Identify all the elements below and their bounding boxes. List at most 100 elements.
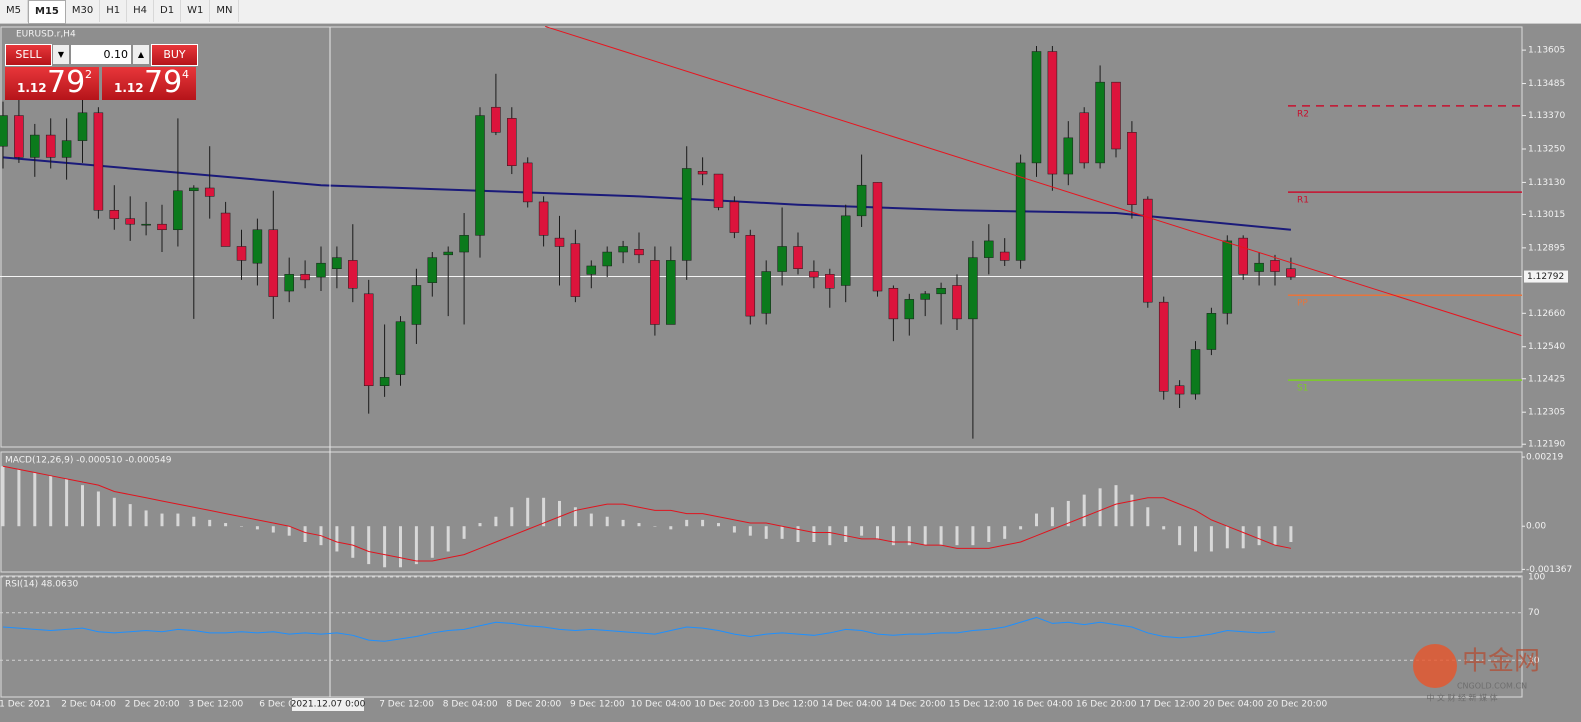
x-tick-label: 16 Dec 04:00 [1012, 700, 1073, 710]
macd-tick-label: 0.00 [1526, 522, 1546, 532]
bid-price[interactable]: 1.12 79 2 [5, 65, 99, 100]
volume-down[interactable]: ▼ [53, 45, 69, 64]
y-tick-label: 1.13015 [1528, 210, 1565, 220]
candle-body [427, 257, 438, 283]
macd-bar [271, 526, 275, 533]
macd-bar [637, 523, 641, 527]
candle-body [30, 134, 40, 158]
macd-bar [208, 519, 212, 527]
macd-bar [65, 478, 69, 527]
timeframe-button[interactable]: M30 [66, 0, 101, 22]
timeframe-button[interactable]: W1 [181, 0, 211, 22]
macd-bar [589, 513, 593, 527]
crosshair-label-box [292, 698, 364, 711]
candle-body [220, 212, 231, 247]
macd-bar [573, 507, 577, 527]
macd-bar [367, 526, 371, 565]
macd-bar [1114, 485, 1118, 527]
macd-bar [812, 526, 816, 542]
macd-bar [399, 526, 402, 568]
macd-bar [414, 526, 418, 565]
macd-bar [1146, 507, 1150, 527]
rsi-label: RSI(14) 48.0630 [5, 580, 78, 590]
timeframe-button[interactable]: H4 [127, 0, 155, 22]
candle-body [379, 377, 390, 386]
candle-body [888, 287, 899, 320]
macd-bar [335, 526, 339, 552]
macd-bar [923, 526, 927, 546]
candle-body [1111, 81, 1121, 150]
timeframe-button[interactable]: H1 [100, 0, 128, 22]
macd-bar [383, 526, 387, 568]
x-tick-label: 9 Dec 12:00 [570, 700, 625, 710]
timeframe-button[interactable]: M5 [0, 0, 28, 22]
candle-body [157, 223, 167, 231]
x-tick-label: 10 Dec 04:00 [631, 700, 692, 710]
candle-body [697, 171, 708, 175]
ask-point: 4 [182, 68, 189, 81]
chart: 1.13605 1.13485 1.13370 1.13250 1.13130 1.130… [0, 24, 1581, 722]
y-tick-label: 1.13370 [1528, 111, 1565, 121]
candle-body [793, 246, 803, 270]
panel-border [0, 575, 1523, 698]
ask-price[interactable]: 1.12 79 4 [102, 65, 196, 100]
macd-bar [510, 507, 514, 527]
current-price-label: 1.12792 [1527, 272, 1564, 282]
macd-bar [1003, 526, 1007, 539]
candle-body [300, 274, 310, 281]
candle-body [984, 240, 994, 258]
candle-body [1079, 112, 1089, 164]
volume-up[interactable]: ▲ [133, 45, 149, 64]
ask-big: 1.12 [114, 81, 144, 95]
candle-body [459, 235, 469, 253]
y-tick-label: 1.12305 [1528, 408, 1565, 418]
timeframe-button[interactable]: MN [210, 0, 240, 22]
candle-body [570, 243, 581, 297]
x-tick-label: 17 Dec 12:00 [1140, 700, 1201, 710]
x-tick-label: 6 Dec 04 [259, 700, 300, 710]
macd-bar [669, 526, 673, 530]
macd-bar [128, 504, 132, 527]
pivot-label: S1 [1297, 384, 1308, 394]
candle-body [1270, 260, 1280, 272]
y-tick-label: 1.12660 [1528, 309, 1565, 319]
sell-button[interactable]: SELL [5, 44, 52, 66]
macd-bar [160, 513, 164, 527]
macd-bar [939, 526, 943, 546]
logo-name: 中金网 [1462, 647, 1540, 677]
ask-pips: 79 [144, 65, 183, 100]
pivot-label: R2 [1297, 109, 1309, 119]
candle-body [936, 287, 946, 295]
candle-body [252, 229, 263, 264]
pivot-label: R1 [1297, 196, 1309, 206]
macd-bar [1241, 526, 1245, 549]
timeframe-button[interactable]: D1 [154, 0, 182, 22]
candle-body [348, 260, 358, 289]
candle-body [777, 246, 787, 272]
timeframe-button[interactable]: M15 [28, 0, 66, 24]
candle-body [920, 293, 930, 300]
buy-button[interactable]: BUY [151, 44, 198, 66]
x-tick-label: 2 Dec 04:00 [61, 700, 116, 710]
candle-body [952, 285, 962, 320]
candle-body [538, 201, 549, 236]
candle-body [1190, 349, 1201, 395]
volume-input[interactable]: 0.10 [71, 45, 131, 64]
candle-body [173, 190, 183, 231]
candle-body [1158, 301, 1169, 392]
macd-bar [1289, 526, 1293, 542]
candle-body [745, 235, 756, 317]
macd-bar [1209, 526, 1213, 552]
candle-body [1095, 81, 1105, 164]
macd-bar [240, 526, 243, 527]
y-tick-label: 1.12895 [1528, 243, 1565, 253]
x-tick-label: 2 Dec 20:00 [125, 700, 180, 710]
candle-body [904, 299, 915, 320]
macd-bar [81, 485, 84, 527]
candle-body [332, 257, 342, 270]
macd-bar [844, 526, 848, 542]
y-tick-label: 1.13605 [1528, 46, 1565, 56]
macd-bar [542, 497, 546, 527]
candle-body [840, 215, 851, 286]
macd-bar [144, 510, 148, 527]
